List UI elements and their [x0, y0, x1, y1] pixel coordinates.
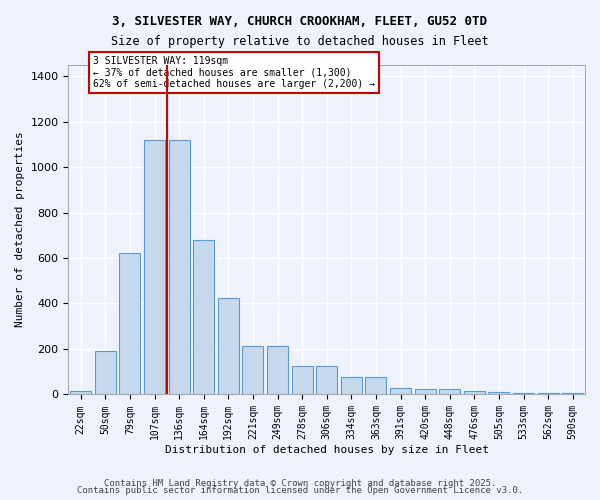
Bar — [488, 392, 509, 394]
Text: Contains HM Land Registry data © Crown copyright and database right 2025.: Contains HM Land Registry data © Crown c… — [104, 478, 496, 488]
Bar — [70, 391, 91, 394]
Bar — [193, 240, 214, 394]
Y-axis label: Number of detached properties: Number of detached properties — [15, 132, 25, 328]
Bar — [415, 389, 436, 394]
Bar — [390, 388, 411, 394]
Text: 3, SILVESTER WAY, CHURCH CROOKHAM, FLEET, GU52 0TD: 3, SILVESTER WAY, CHURCH CROOKHAM, FLEET… — [113, 15, 487, 28]
X-axis label: Distribution of detached houses by size in Fleet: Distribution of detached houses by size … — [165, 445, 489, 455]
Bar — [169, 140, 190, 394]
Text: Size of property relative to detached houses in Fleet: Size of property relative to detached ho… — [111, 35, 489, 48]
Bar — [341, 378, 362, 394]
Bar — [242, 346, 263, 395]
Bar — [218, 298, 239, 394]
Bar — [292, 366, 313, 394]
Bar — [144, 140, 165, 394]
Bar — [464, 391, 485, 394]
Bar — [439, 389, 460, 394]
Text: Contains public sector information licensed under the Open Government Licence v3: Contains public sector information licen… — [77, 486, 523, 495]
Bar — [267, 346, 288, 395]
Bar — [316, 366, 337, 394]
Bar — [365, 378, 386, 394]
Bar — [119, 254, 140, 394]
Text: 3 SILVESTER WAY: 119sqm
← 37% of detached houses are smaller (1,300)
62% of semi: 3 SILVESTER WAY: 119sqm ← 37% of detache… — [93, 56, 375, 90]
Bar — [95, 352, 116, 395]
